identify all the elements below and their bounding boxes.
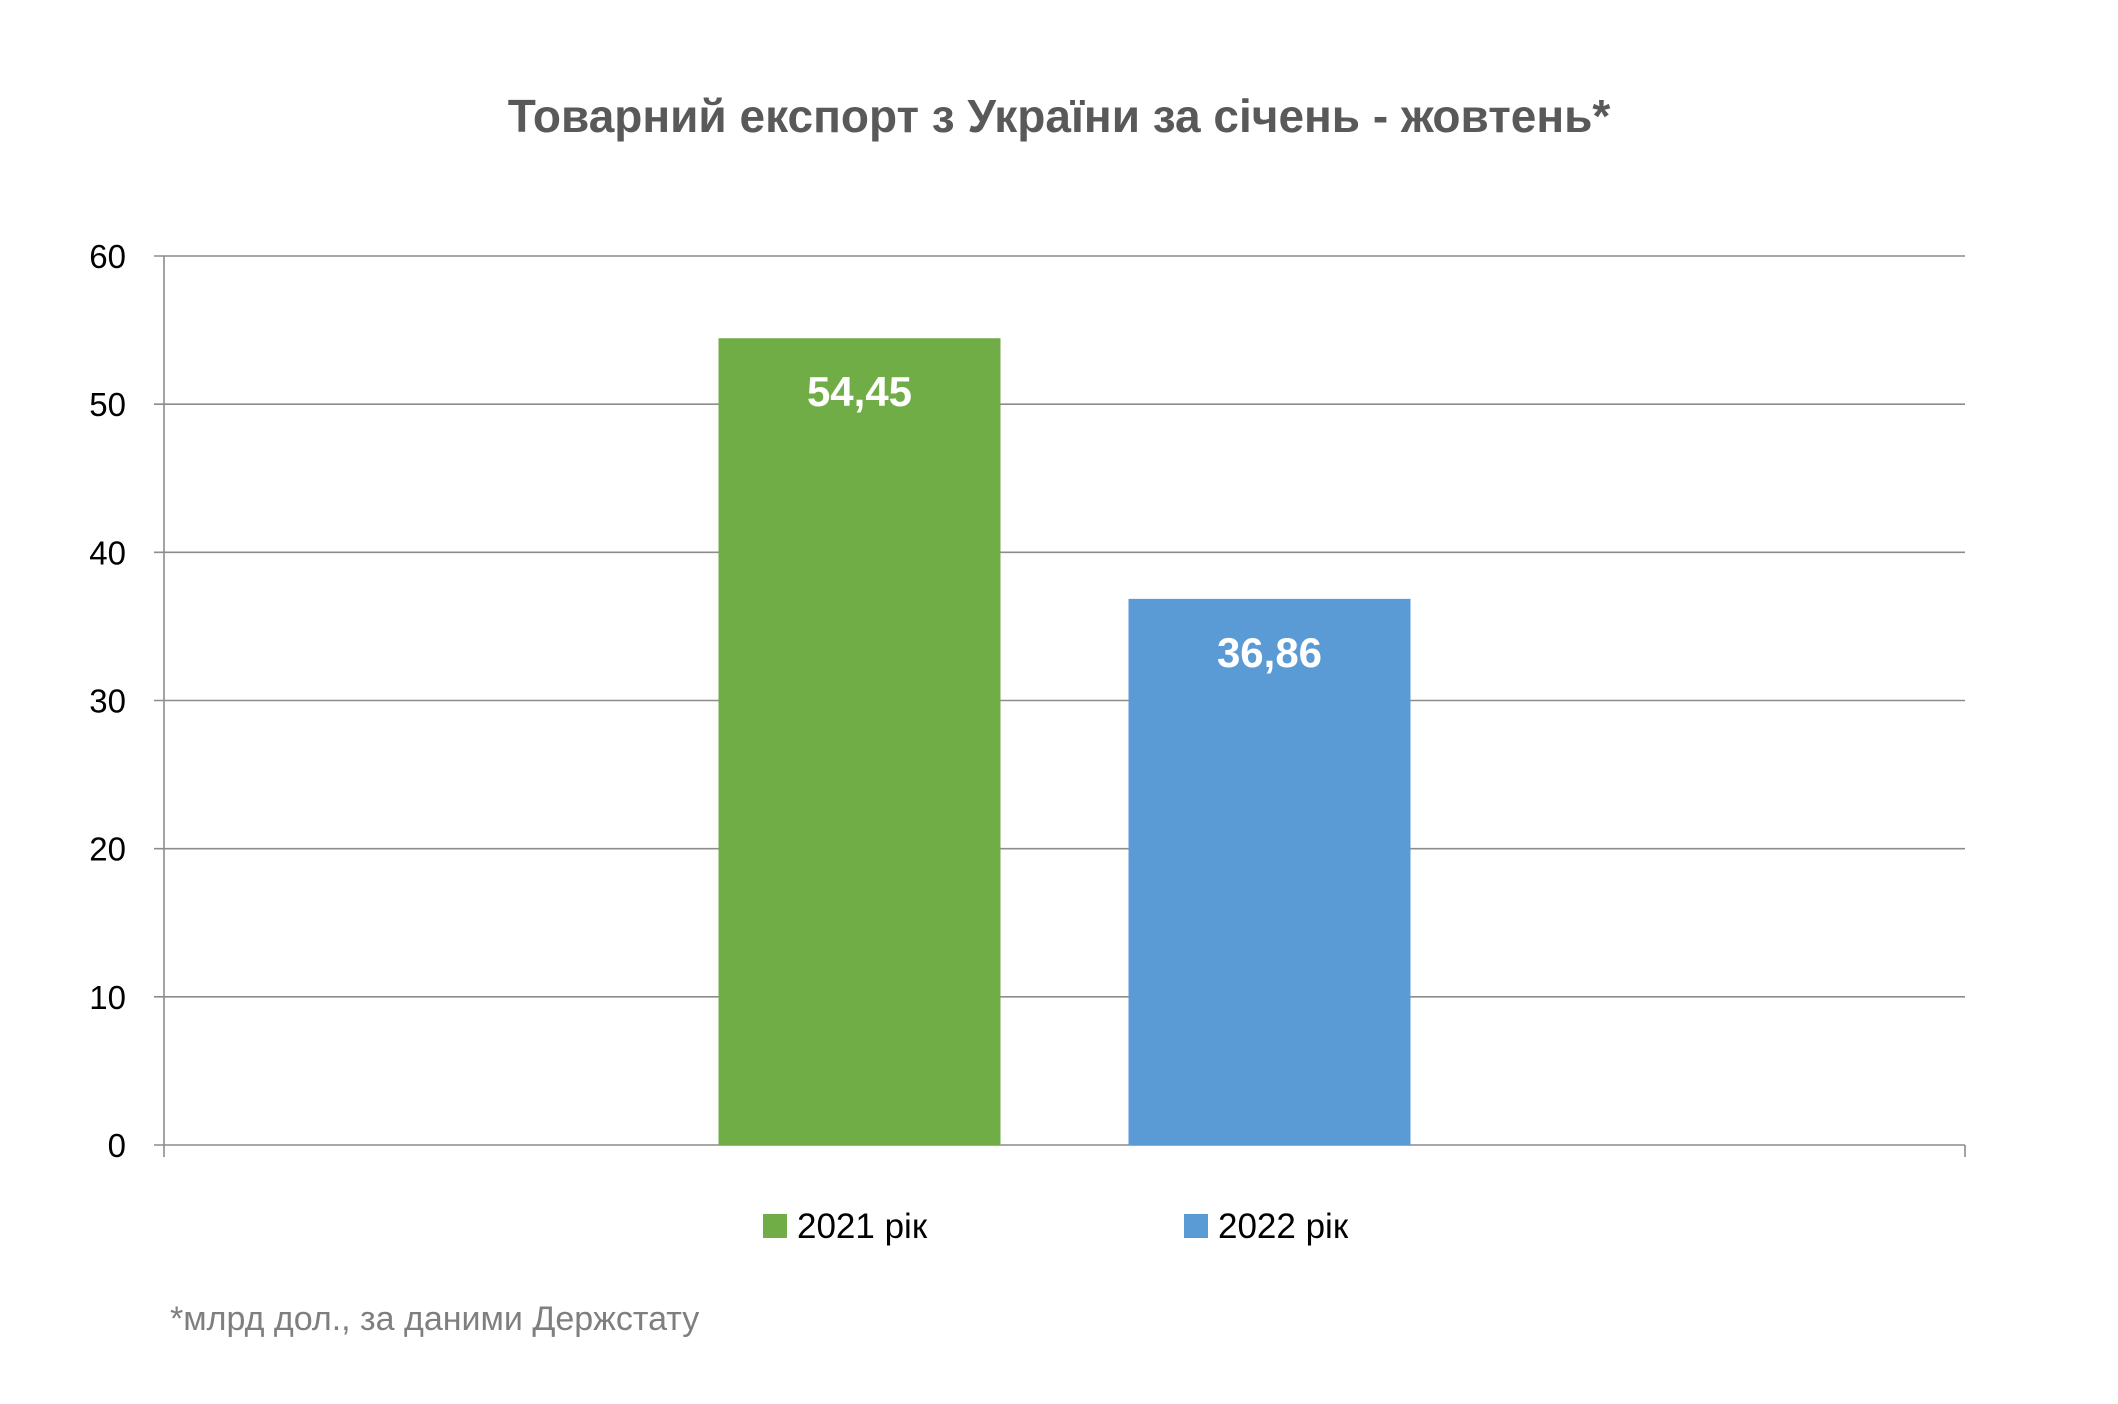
y-tick-label: 30 <box>89 683 126 720</box>
y-tick-label: 40 <box>89 534 126 571</box>
legend-label: 2021 рік <box>797 1207 928 1246</box>
data-label: 36,86 <box>1217 629 1322 676</box>
y-tick-label: 0 <box>108 1127 126 1164</box>
axes: 0 10 20 30 40 50 60 <box>89 238 1966 1164</box>
y-tick-label: 50 <box>89 386 126 423</box>
y-tick-label: 20 <box>89 831 126 868</box>
chart-title: Товарний експорт з України за січень - ж… <box>508 90 1611 142</box>
legend: 2021 рік 2022 рік <box>763 1207 1349 1246</box>
legend-swatch <box>1184 1214 1208 1238</box>
legend-label: 2022 рік <box>1218 1207 1349 1246</box>
bar-2021-рік <box>718 338 1001 1145</box>
bars <box>718 338 1411 1145</box>
footnote: *млрд дол., за даними Держстату <box>170 1300 699 1338</box>
data-labels: 54,45 36,86 <box>807 368 1322 676</box>
legend-swatch <box>763 1214 787 1238</box>
gridlines <box>154 255 1965 998</box>
y-tick-label: 10 <box>89 979 126 1016</box>
bar-2022-рік <box>1128 598 1411 1145</box>
data-label: 54,45 <box>807 368 912 415</box>
y-tick-label: 60 <box>89 238 126 275</box>
